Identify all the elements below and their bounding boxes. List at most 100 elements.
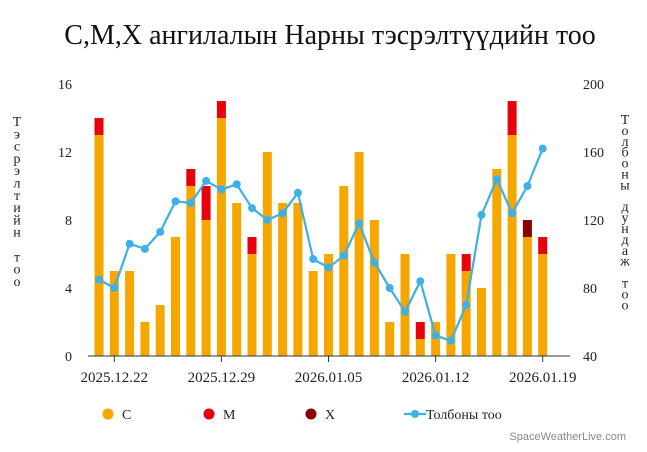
spot-number-line [95, 144, 547, 345]
bar-c-2026-01-18 [522, 237, 532, 356]
bar-c-2026-01-08 [369, 220, 379, 356]
bar-m-2025-12-29 [216, 101, 226, 118]
bar-c-2026-01-04 [308, 271, 318, 356]
spot-point-2026-01-16 [492, 175, 501, 184]
right-tick-label: 120 [583, 214, 604, 229]
spot-point-2026-01-18 [523, 182, 532, 190]
bar-c-2026-01-15 [477, 288, 486, 356]
credit-text: SpaceWeatherLive.com [509, 431, 626, 443]
bar-c-2026-01-11 [415, 339, 425, 356]
bar-m-2025-12-21 [94, 118, 104, 135]
bar-m-2025-12-31 [247, 237, 257, 254]
legend: C M X Толбоны тоо [102, 408, 502, 423]
bar-c-2026-01-09 [385, 322, 395, 356]
bar-c-2026-01-03 [293, 203, 303, 356]
spot-point-2025-12-22 [110, 284, 119, 292]
legend-swatch-c [102, 408, 114, 420]
legend-swatch-line-dot [411, 410, 419, 418]
bar-m-2026-01-19 [538, 237, 548, 254]
spot-number-polyline [98, 148, 544, 343]
bar-c-2025-12-26 [171, 237, 180, 356]
right-tick-label: 200 [583, 78, 604, 93]
bar-c-2026-01-17 [507, 135, 517, 356]
bar-c-2026-01-07 [354, 152, 364, 356]
legend-swatch-m [203, 408, 215, 420]
left-tick-label: 12 [58, 146, 72, 161]
spot-point-2025-12-21 [95, 275, 103, 284]
bar-c-2025-12-30 [232, 203, 242, 356]
spot-point-2025-12-25 [156, 227, 165, 236]
right-tick-label: 40 [583, 350, 597, 365]
left-tick-label: 16 [58, 78, 72, 93]
left-tick-label: 4 [65, 282, 72, 297]
spot-point-2026-01-14 [462, 301, 471, 309]
bar-c-2026-01-10 [400, 254, 410, 356]
bar-m-2026-01-17 [507, 101, 517, 135]
right-tick-label: 160 [583, 146, 604, 161]
legend-swatch-x [305, 408, 317, 420]
spot-point-2025-12-28 [202, 176, 211, 185]
spot-point-2026-01-05 [324, 263, 333, 272]
spot-point-2026-01-04 [309, 255, 318, 264]
spot-point-2026-01-17 [508, 209, 517, 218]
spot-point-2026-01-10 [401, 307, 409, 316]
spot-point-2026-01-11 [416, 277, 425, 286]
spot-point-2026-01-03 [293, 188, 302, 197]
bar-c-2025-12-21 [94, 135, 104, 356]
bar-c-2026-01-14 [461, 271, 471, 356]
legend-label-c: C [122, 408, 131, 423]
spot-point-2025-12-27 [186, 199, 195, 207]
bar-c-2026-01-16 [492, 169, 502, 356]
bar-c-2025-12-29 [216, 118, 226, 356]
spot-point-2026-01-08 [370, 258, 379, 267]
bar-c-2025-12-25 [155, 305, 165, 356]
chart-title: C,M,X ангилалын Нарны тэсрэлтүүдийн тоо [64, 20, 595, 51]
legend-label-m: M [223, 408, 236, 423]
x-tick-label: 2025.12.22 [81, 370, 149, 386]
bar-c-2026-01-13 [446, 254, 456, 356]
left-tick-label: 8 [65, 214, 72, 229]
bar-c-2025-12-27 [186, 186, 196, 356]
spot-point-2025-12-31 [248, 204, 256, 213]
bar-c-2026-01-05 [324, 254, 333, 356]
bar-c-2025-12-24 [140, 322, 150, 356]
bar-m-2025-12-28 [201, 186, 211, 220]
bar-c-2026-01-06 [339, 186, 349, 356]
bar-c-2026-01-01 [262, 152, 272, 356]
bar-c-2025-12-28 [201, 220, 211, 356]
bar-c-2026-01-02 [278, 203, 288, 356]
bar-c-2026-01-19 [538, 254, 548, 356]
bar-c-2025-12-22 [109, 271, 119, 356]
right-tick-label: 80 [583, 282, 597, 297]
spot-point-2025-12-30 [232, 180, 241, 189]
bar-c-2025-12-23 [125, 271, 135, 356]
spot-point-2026-01-02 [278, 209, 287, 218]
bar-x-2026-01-18 [522, 220, 532, 237]
bars [94, 101, 548, 356]
spot-point-2026-01-15 [477, 210, 486, 219]
spot-point-2026-01-01 [263, 216, 272, 224]
spot-point-2026-01-09 [385, 284, 394, 292]
spot-point-2025-12-29 [217, 185, 226, 194]
bar-m-2026-01-11 [415, 322, 425, 339]
bar-m-2025-12-27 [186, 169, 196, 186]
left-axis-ticks: 0 4 8 12 16 [58, 78, 72, 365]
right-axis-ticks: 40 80 120 160 200 [583, 78, 604, 365]
x-tick-label: 2025.12.29 [188, 370, 256, 386]
spot-point-2026-01-12 [431, 331, 440, 340]
bar-m-2026-01-14 [461, 254, 471, 271]
spot-point-2025-12-23 [125, 239, 134, 248]
spot-point-2025-12-24 [140, 244, 149, 253]
spot-point-2025-12-26 [171, 197, 180, 206]
x-axis-ticks: 2025.12.22 2025.12.29 2026.01.05 2026.01.12… [81, 356, 577, 386]
legend-label-spots: Толбоны тоо [426, 408, 502, 423]
x-tick-label: 2026.01.05 [295, 370, 363, 386]
bar-c-2025-12-31 [247, 254, 257, 356]
x-tick-label: 2026.01.12 [402, 370, 470, 386]
x-tick-label: 2026.01.19 [509, 370, 577, 386]
